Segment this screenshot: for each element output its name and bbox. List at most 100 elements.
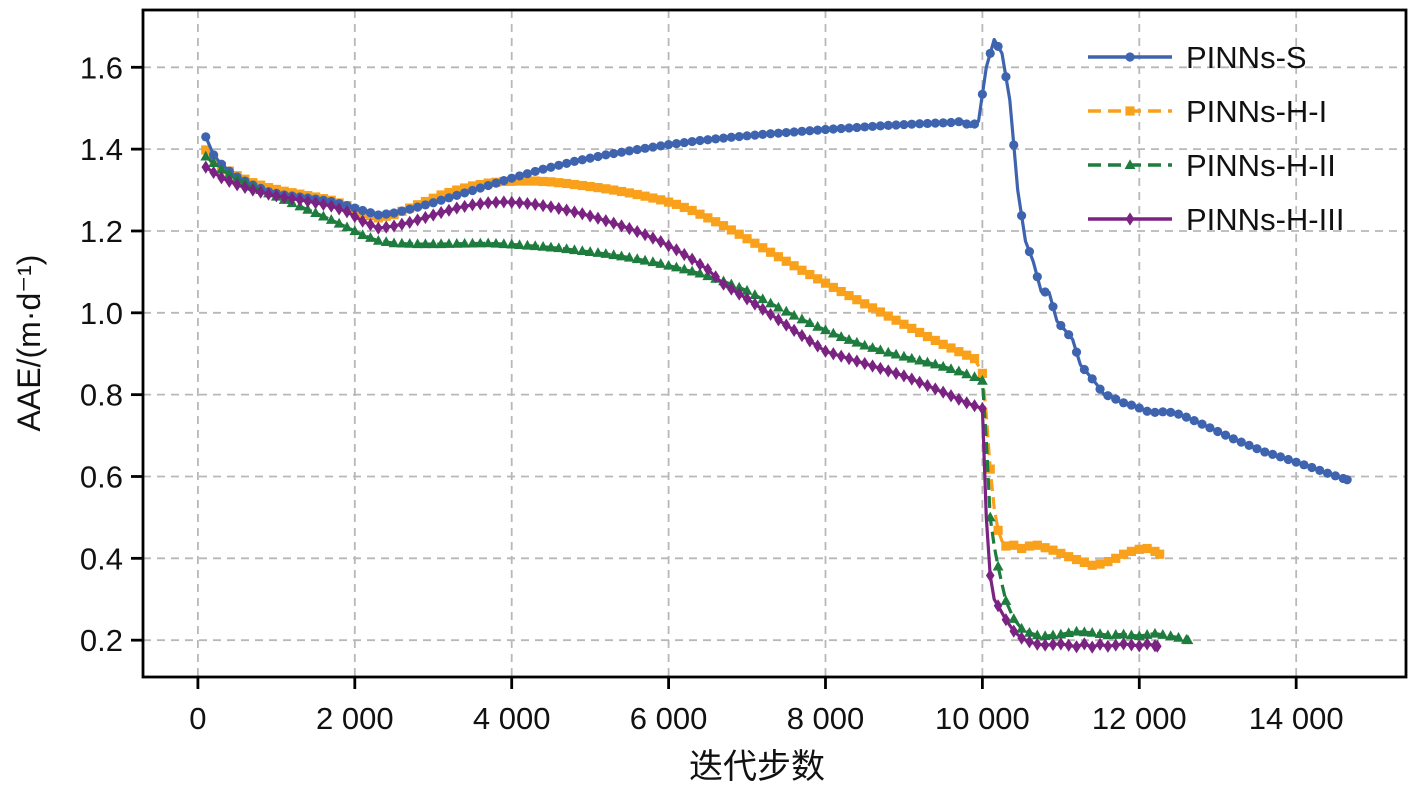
marker-pinns-h-iii xyxy=(295,193,305,207)
marker-pinns-h-ii xyxy=(671,261,682,272)
marker-pinns-h-i xyxy=(805,269,815,280)
series-pinns-h-iii xyxy=(201,160,1162,654)
marker-pinns-h-ii xyxy=(1133,630,1145,641)
marker-pinns-h-ii xyxy=(404,237,416,248)
marker-pinns-h-ii xyxy=(412,238,423,249)
marker-pinns-h-ii xyxy=(961,368,973,379)
marker-pinns-h-i xyxy=(695,209,705,219)
marker-pinns-h-ii xyxy=(773,301,784,312)
marker-pinns-h-iii xyxy=(954,392,964,406)
marker-pinns-s xyxy=(436,195,446,205)
marker-pinns-h-i xyxy=(946,343,956,353)
marker-pinns-s xyxy=(993,41,1003,52)
marker-pinns-s xyxy=(1017,211,1027,221)
marker-pinns-s xyxy=(577,155,587,165)
marker-pinns-s xyxy=(1299,460,1309,470)
marker-pinns-h-iii xyxy=(530,197,540,211)
marker-pinns-h-i xyxy=(1126,546,1137,556)
marker-pinns-s xyxy=(899,119,909,130)
marker-pinns-h-i xyxy=(977,368,987,378)
marker-pinns-h-ii xyxy=(663,259,674,270)
marker-pinns-h-ii xyxy=(474,237,486,248)
legend-entry-pinns-h-ii: PINNs-H-II xyxy=(1088,148,1336,183)
marker-pinns-h-ii xyxy=(655,258,667,268)
marker-pinns-h-i xyxy=(1155,549,1165,559)
marker-pinns-s xyxy=(687,136,697,147)
marker-pinns-s xyxy=(1330,471,1340,481)
marker-pinns-s xyxy=(1103,391,1113,401)
marker-pinns-s xyxy=(1158,407,1168,417)
marker-pinns-s xyxy=(726,132,736,142)
marker-pinns-h-i xyxy=(899,319,909,329)
legend-marker-pinns-h-iii xyxy=(1125,212,1135,226)
marker-pinns-h-i xyxy=(546,177,556,187)
marker-pinns-h-iii xyxy=(334,202,344,216)
marker-pinns-h-iii xyxy=(436,205,446,220)
y-tick-label-6: 1.4 xyxy=(80,132,123,167)
marker-pinns-h-ii xyxy=(1182,634,1194,645)
marker-pinns-s xyxy=(946,117,956,128)
marker-pinns-h-iii xyxy=(813,339,822,353)
marker-pinns-h-i xyxy=(601,184,611,194)
marker-pinns-h-i xyxy=(514,176,525,186)
marker-pinns-h-i xyxy=(562,178,572,189)
marker-pinns-h-ii xyxy=(467,237,478,248)
marker-pinns-h-ii xyxy=(200,150,212,161)
marker-pinns-s xyxy=(569,156,580,167)
marker-pinns-s xyxy=(412,202,423,212)
marker-pinns-h-iii xyxy=(821,344,830,358)
marker-pinns-s xyxy=(656,141,666,151)
marker-pinns-h-i xyxy=(687,205,697,216)
marker-pinns-h-iii xyxy=(585,209,595,223)
marker-pinns-h-ii xyxy=(420,238,431,249)
marker-pinns-h-iii xyxy=(703,262,713,277)
marker-pinns-s xyxy=(1189,416,1199,426)
marker-pinns-h-i xyxy=(711,217,721,227)
marker-pinns-h-ii xyxy=(992,560,1004,571)
marker-pinns-s xyxy=(530,166,540,177)
marker-pinns-h-ii xyxy=(537,240,549,251)
y-tick-label-7: 1.6 xyxy=(80,50,123,85)
marker-pinns-s xyxy=(609,148,619,159)
marker-pinns-h-ii xyxy=(1063,627,1075,638)
marker-pinns-h-i xyxy=(1134,544,1144,554)
legend: PINNs-S PINNs-H-I PINNs-H-II PINNs-H-III xyxy=(1088,40,1344,237)
marker-pinns-h-ii xyxy=(341,221,353,232)
marker-pinns-s xyxy=(601,150,611,160)
marker-pinns-s xyxy=(789,127,799,137)
marker-pinns-h-ii xyxy=(1118,628,1129,639)
marker-pinns-h-ii xyxy=(859,339,871,350)
marker-pinns-h-i xyxy=(781,256,791,266)
marker-pinns-s xyxy=(420,200,431,210)
marker-pinns-h-ii xyxy=(820,324,831,335)
marker-pinns-h-ii xyxy=(357,229,369,240)
marker-pinns-s xyxy=(852,122,862,133)
marker-pinns-h-i xyxy=(1079,557,1089,568)
marker-pinns-h-i xyxy=(593,182,603,193)
marker-pinns-s xyxy=(475,183,485,193)
marker-pinns-h-i xyxy=(624,188,634,198)
series-pinns-s xyxy=(201,37,1352,485)
marker-pinns-h-iii xyxy=(374,221,383,235)
marker-pinns-h-iii xyxy=(876,361,885,376)
marker-pinns-h-ii xyxy=(969,371,980,382)
marker-pinns-s xyxy=(1220,430,1231,440)
marker-pinns-h-ii xyxy=(333,217,345,228)
marker-pinns-s xyxy=(703,135,713,145)
marker-pinns-h-iii xyxy=(279,190,289,205)
marker-pinns-h-iii xyxy=(1134,639,1144,653)
marker-pinns-s xyxy=(781,127,791,138)
marker-pinns-s xyxy=(1322,468,1333,478)
marker-pinns-s xyxy=(1275,452,1286,462)
marker-pinns-h-ii xyxy=(1008,613,1020,623)
marker-pinns-h-iii xyxy=(695,257,705,271)
marker-pinns-s xyxy=(962,119,972,129)
x-tick-label-7: 14 000 xyxy=(1249,701,1344,736)
marker-pinns-h-i xyxy=(954,347,964,357)
marker-pinns-h-ii xyxy=(600,248,612,258)
marker-pinns-h-iii xyxy=(938,385,948,399)
marker-pinns-s xyxy=(522,169,532,179)
marker-pinns-h-ii xyxy=(216,163,227,174)
marker-pinns-h-i xyxy=(640,191,650,201)
